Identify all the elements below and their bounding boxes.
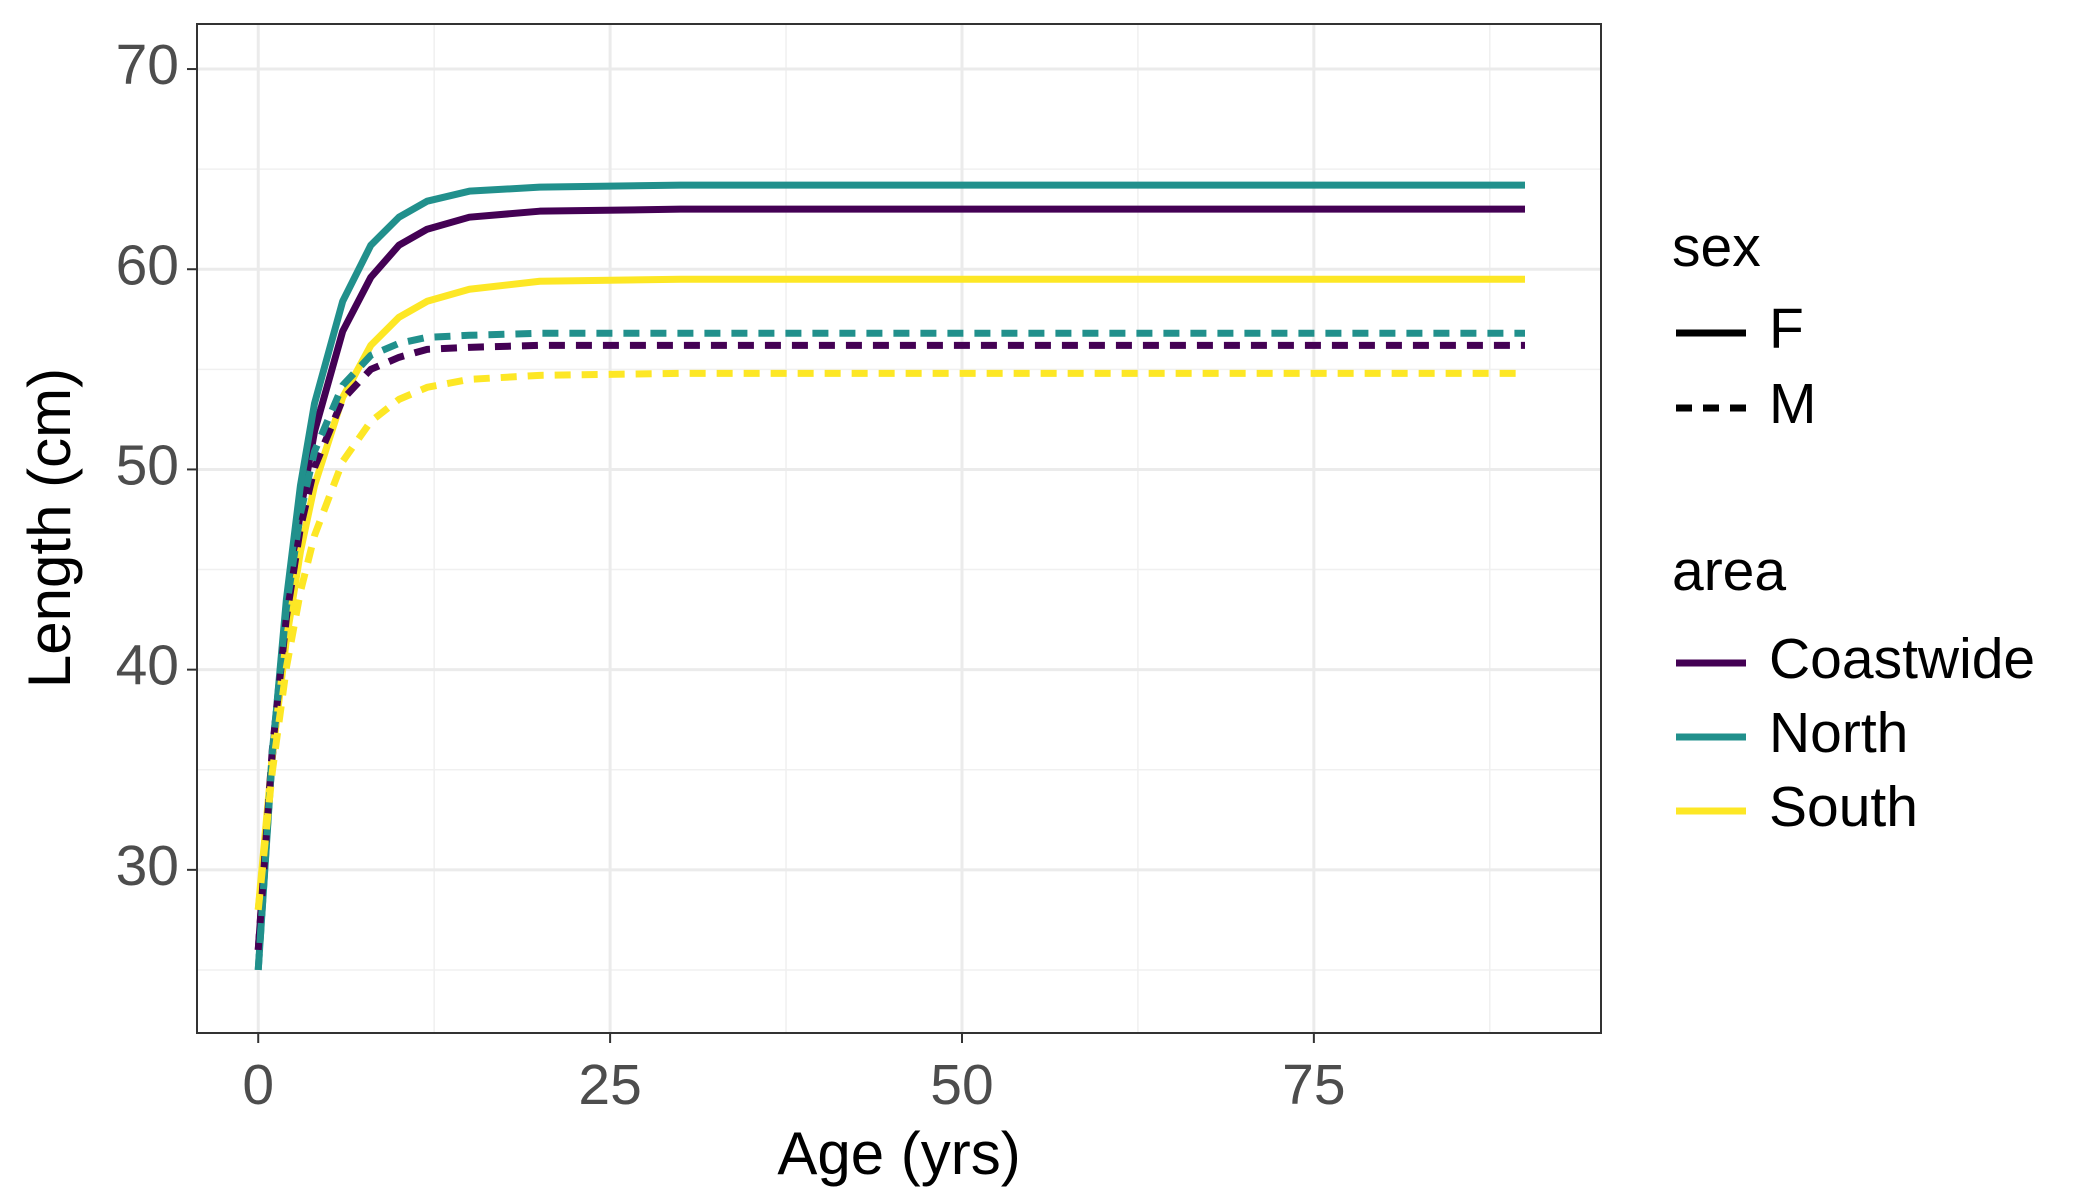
series-line (254, 369, 1525, 911)
series-line (254, 341, 1525, 951)
y-axis-title: Length (cm) (16, 368, 83, 688)
y-tick-label: 40 (116, 634, 179, 698)
legend-label: North (1769, 701, 1908, 765)
legend-label: F (1769, 297, 1804, 361)
x-axis-title: Age (yrs) (777, 1120, 1020, 1187)
legend-label: Coastwide (1769, 627, 2035, 691)
y-tick-label: 50 (116, 434, 179, 498)
series-line (254, 329, 1525, 971)
plot-border (196, 23, 1602, 1034)
legend-label: South (1769, 775, 1918, 839)
x-tick-label: 0 (242, 1053, 274, 1117)
x-tick-label: 25 (578, 1053, 641, 1117)
legend-title: sex (1672, 215, 1761, 279)
y-tick-label: 70 (116, 33, 179, 97)
x-tick-label: 50 (930, 1053, 993, 1117)
legend-label: M (1769, 372, 1816, 436)
plot-panel (197, 24, 1601, 1033)
y-tick-label: 30 (116, 834, 179, 898)
y-tick-label: 60 (116, 233, 179, 297)
x-tick-label: 75 (1282, 1053, 1345, 1117)
legend-title: area (1672, 539, 1786, 603)
